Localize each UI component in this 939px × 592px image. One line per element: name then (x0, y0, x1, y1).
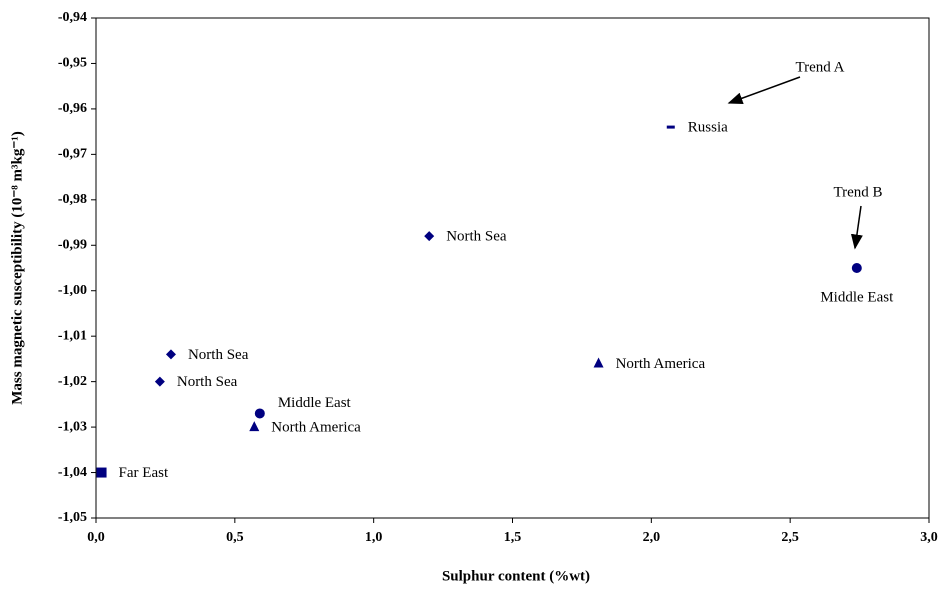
y-tick-label: -1,03 (58, 419, 87, 434)
y-tick-label: -0,95 (58, 56, 87, 71)
point (165, 349, 176, 360)
point-label: North Sea (188, 347, 249, 363)
annotation-arrow (727, 76, 801, 104)
point-label: Russia (688, 120, 728, 136)
annotation: Trend B (833, 184, 882, 200)
x-tick-label: 3,0 (920, 530, 938, 545)
point (851, 263, 862, 273)
point-label: Middle East (820, 289, 894, 305)
y-tick-label: -1,01 (58, 328, 87, 343)
point-label: North America (616, 356, 706, 372)
point (254, 408, 265, 419)
annotation-arrow (850, 205, 863, 250)
point (424, 231, 435, 242)
point-label: North Sea (177, 374, 238, 390)
y-tick-label: -1,05 (58, 510, 87, 525)
plot-frame (95, 17, 930, 519)
y-axis-label: Mass magnetic susceptibility (10⁻⁸ m³kg⁻… (9, 131, 25, 404)
y-tick-label: -0,99 (58, 237, 87, 252)
annotation: Trend A (795, 59, 844, 75)
y-tick-label: -1,02 (58, 374, 87, 389)
point-label: Far East (119, 465, 169, 481)
x-tick-label: 1,0 (365, 530, 383, 545)
x-tick-label: 2,0 (643, 530, 661, 545)
y-tick-label: -0,96 (58, 101, 87, 116)
point-label: North Sea (446, 229, 507, 245)
x-tick-label: 0,0 (87, 530, 105, 545)
x-tick-label: 0,5 (226, 530, 244, 545)
point (96, 467, 107, 478)
y-tick-label: -0,97 (58, 147, 87, 162)
y-tick-label: -0,94 (58, 10, 87, 25)
point-label: North America (271, 420, 361, 436)
y-tick-label: -0,98 (58, 192, 87, 207)
y-tick-label: -1,00 (58, 283, 87, 298)
point (666, 125, 675, 129)
x-tick-label: 1,5 (504, 530, 522, 545)
x-tick-label: 2,5 (781, 530, 799, 545)
point (154, 376, 165, 387)
y-tick-label: -1,04 (58, 465, 87, 480)
point-label: Middle East (278, 395, 352, 411)
point (249, 421, 260, 432)
point (593, 357, 604, 368)
x-axis-label: Sulphur content (%wt) (442, 568, 590, 584)
